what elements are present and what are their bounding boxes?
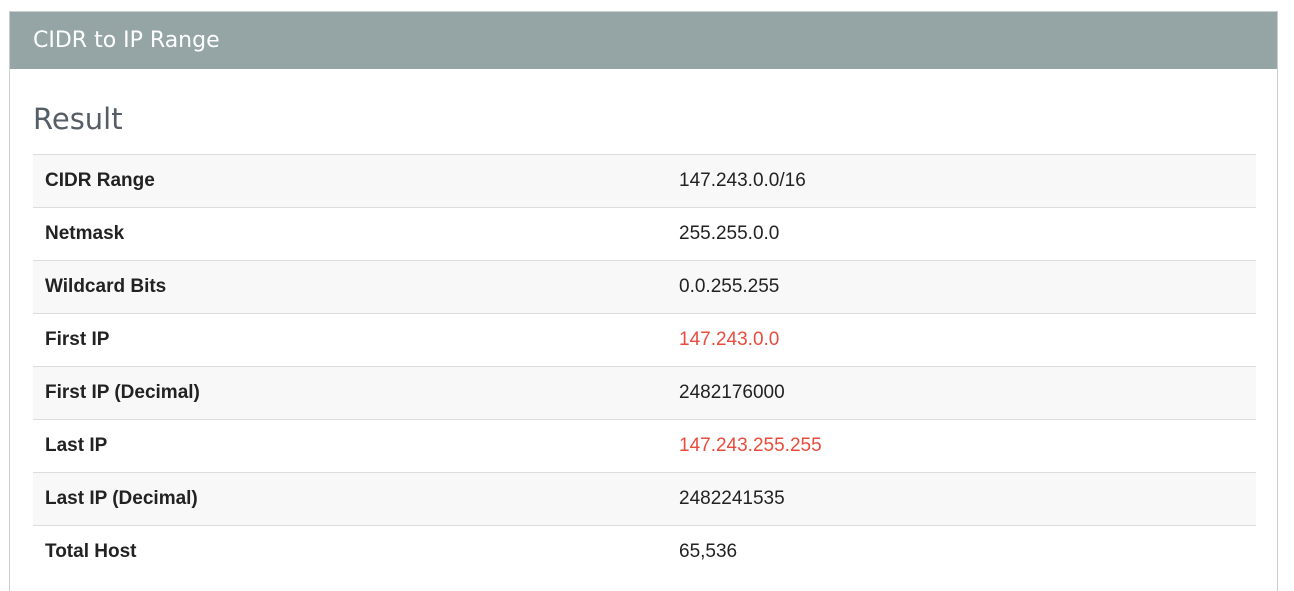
- row-value-highlighted: 147.243.0.0: [667, 313, 1256, 367]
- row-label: Wildcard Bits: [33, 260, 667, 314]
- row-label: First IP (Decimal): [33, 366, 667, 420]
- table-row: First IP (Decimal) 2482176000: [33, 366, 1256, 420]
- row-value: 65,536: [667, 525, 1256, 578]
- table-row: First IP 147.243.0.0: [33, 313, 1256, 367]
- panel-body: Result CIDR Range 147.243.0.0/16 Netmask…: [10, 69, 1277, 578]
- row-value: 147.243.0.0/16: [667, 154, 1256, 208]
- row-label: Last IP: [33, 419, 667, 473]
- row-label: Total Host: [33, 525, 667, 578]
- row-value-highlighted: 147.243.255.255: [667, 419, 1256, 473]
- table-row: Last IP (Decimal) 2482241535: [33, 472, 1256, 526]
- row-label: First IP: [33, 313, 667, 367]
- table-row: Netmask 255.255.0.0: [33, 207, 1256, 261]
- table-row: Wildcard Bits 0.0.255.255: [33, 260, 1256, 314]
- row-value: 255.255.0.0: [667, 207, 1256, 261]
- row-label: Last IP (Decimal): [33, 472, 667, 526]
- panel-header: CIDR to IP Range: [10, 12, 1277, 69]
- cidr-panel: CIDR to IP Range Result CIDR Range 147.2…: [9, 11, 1278, 591]
- row-label: CIDR Range: [33, 154, 667, 208]
- row-label: Netmask: [33, 207, 667, 261]
- panel-title: CIDR to IP Range: [33, 28, 220, 53]
- result-table: CIDR Range 147.243.0.0/16 Netmask 255.25…: [33, 154, 1256, 578]
- table-row: Total Host 65,536: [33, 525, 1256, 578]
- row-value: 2482241535: [667, 472, 1256, 526]
- table-row: Last IP 147.243.255.255: [33, 419, 1256, 473]
- result-heading: Result: [33, 102, 123, 136]
- row-value: 2482176000: [667, 366, 1256, 420]
- table-row: CIDR Range 147.243.0.0/16: [33, 154, 1256, 208]
- row-value: 0.0.255.255: [667, 260, 1256, 314]
